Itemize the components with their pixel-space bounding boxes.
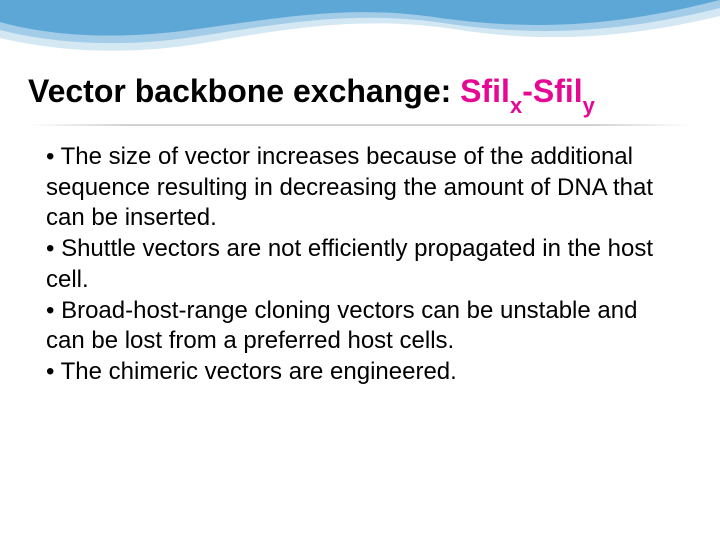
title-row: Vector backbone exchange: Sfilx-Sfily xyxy=(28,72,692,116)
bullet-item: • Shuttle vectors are not efficiently pr… xyxy=(46,234,664,295)
title-sub2: y xyxy=(583,93,595,118)
slide-title: Vector backbone exchange: Sfilx-Sfily xyxy=(28,72,692,116)
wave-decoration xyxy=(0,0,720,80)
title-underline xyxy=(28,124,692,126)
title-term2: Sfil xyxy=(533,73,583,109)
bullet-item: • The size of vector increases because o… xyxy=(46,142,664,234)
bullet-item: • Broad-host-range cloning vectors can b… xyxy=(46,296,664,357)
title-term1: Sfil xyxy=(460,73,510,109)
bullet-item: • The chimeric vectors are engineered. xyxy=(46,357,664,388)
slide: Vector backbone exchange: Sfilx-Sfily • … xyxy=(0,0,720,540)
title-sub1: x xyxy=(510,93,522,118)
title-dash: - xyxy=(522,73,533,109)
body-text: • The size of vector increases because o… xyxy=(46,142,664,388)
title-prefix: Vector backbone exchange: xyxy=(28,73,460,109)
